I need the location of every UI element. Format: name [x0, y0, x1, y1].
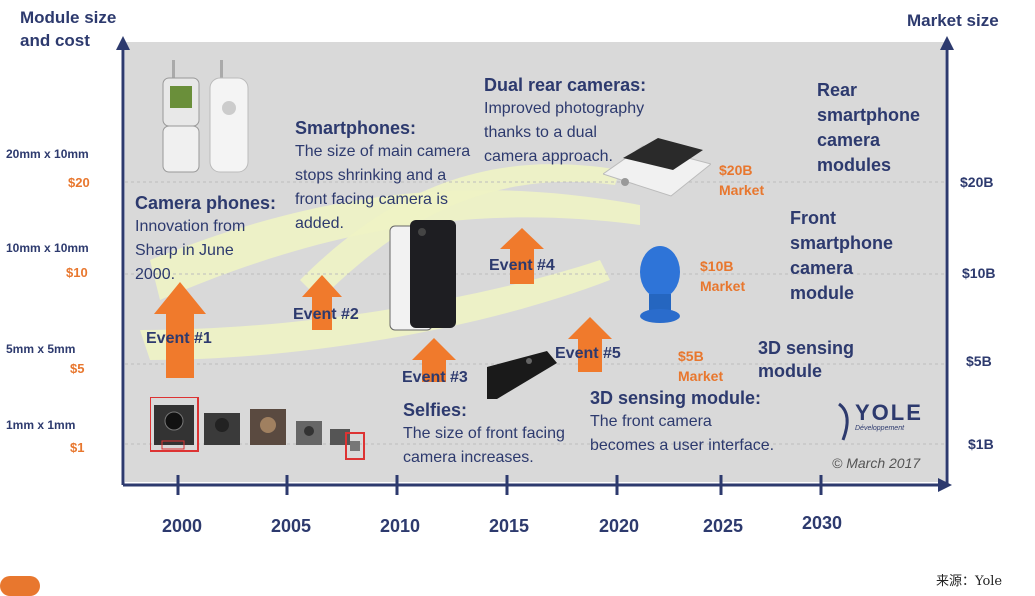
flip-phones-image — [162, 60, 249, 173]
dual-cameras-text: Dual rear cameras: Improved photography … — [484, 73, 646, 169]
3d-sensing-line: becomes a user interface. — [590, 437, 775, 454]
market-10b-label: Market — [700, 278, 746, 294]
plot-area — [125, 42, 945, 482]
market-10b-value: $10B — [700, 258, 734, 274]
front-camera-segment: Front smartphone camera module — [790, 206, 893, 306]
rear-segment-line: smartphone — [817, 105, 921, 125]
front-segment-line: camera — [790, 258, 854, 278]
year-2020: 2020 — [599, 516, 640, 536]
year-2025: 2025 — [703, 516, 744, 536]
smartphones-line: front facing camera is — [295, 191, 448, 208]
yole-swirl-icon — [838, 402, 849, 441]
camera-phones-line: Sharp in June — [135, 242, 234, 259]
cost-tick-2: $10 — [66, 265, 88, 280]
event5-arrow — [568, 317, 612, 372]
event1-arrow — [154, 282, 206, 378]
smartphones-title: Smartphones: — [295, 118, 417, 138]
yole-logo-text: YOLE — [855, 400, 923, 425]
cost-tick-3: $5 — [70, 361, 85, 376]
year-2015: 2015 — [489, 516, 530, 536]
year-2000: 2000 — [162, 516, 203, 536]
market-tick-4: $1B — [968, 436, 994, 452]
camera-phones-text: Camera phones: Innovation from Sharp in … — [135, 191, 276, 287]
front-camera-phone-image — [487, 351, 557, 399]
camera-modules-image — [150, 397, 365, 460]
camera-phones-line: 2000. — [135, 266, 176, 283]
dual-cameras-line: thanks to a dual — [484, 124, 597, 141]
rear-segment-line: modules — [817, 155, 892, 175]
left-axis-title-line2: and cost — [20, 31, 90, 50]
event3-arrow — [412, 338, 456, 382]
event4-arrow — [500, 228, 544, 284]
camera-phones-title: Camera phones: — [135, 193, 277, 213]
event-1-label: Event #1 — [146, 330, 212, 347]
market-tick-3: $5B — [966, 353, 992, 369]
size-tick-3: 5mm x 5mm — [6, 342, 76, 356]
size-tick-2: 10mm x 10mm — [6, 241, 89, 255]
rear-camera-segment: Rear smartphone camera modules — [817, 78, 920, 178]
dual-cameras-line: Improved photography — [484, 100, 645, 117]
size-tick-1: 20mm x 10mm — [6, 147, 89, 161]
copyright: © March 2017 — [832, 455, 921, 471]
rear-segment-line: Rear — [817, 80, 858, 100]
sensing-segment-line: module — [758, 361, 823, 381]
market-tick-1: $20B — [960, 174, 994, 190]
smartphones-line: added. — [295, 215, 344, 232]
front-segment-line: module — [790, 283, 855, 303]
left-axis-title: Module size and cost — [20, 6, 116, 52]
market-20b: $20B Market — [719, 160, 764, 200]
front-segment-line: smartphone — [790, 233, 894, 253]
event-4-label: Event #4 — [489, 257, 555, 274]
market-20b-value: $20B — [719, 162, 753, 178]
left-axis-title-line1: Module size — [20, 8, 117, 27]
event-2-label: Event #2 — [293, 306, 359, 323]
camera-phones-line: Innovation from — [135, 218, 246, 235]
year-2010: 2010 — [380, 516, 421, 536]
source-note: 来源：Yole — [936, 574, 1003, 589]
dual-cameras-title: Dual rear cameras: — [484, 75, 647, 95]
cost-tick-1: $20 — [68, 175, 90, 190]
smartphones-line: stops shrinking and a — [295, 167, 447, 184]
rear-segment-line: camera — [817, 130, 881, 150]
smartphones-text: Smartphones: The size of main camera sto… — [295, 116, 470, 236]
event2-arrow — [302, 275, 342, 330]
right-axis-title: Market size — [907, 11, 999, 30]
market-20b-label: Market — [719, 182, 765, 198]
year-2030: 2030 — [802, 513, 843, 533]
market-tick-2: $10B — [962, 265, 996, 281]
bottom-corner-logo — [0, 576, 40, 596]
front-segment-line: Front — [790, 208, 836, 228]
selfies-line: camera increases. — [403, 449, 534, 466]
market-5b-label: Market — [678, 368, 724, 384]
3d-sensing-segment: 3D sensing module — [758, 337, 854, 383]
3d-sensing-title: 3D sensing module: — [590, 388, 762, 408]
iphone-image — [389, 220, 456, 331]
sensing-segment-line: 3D sensing — [758, 338, 855, 358]
yole-logo-sub: Développement — [855, 425, 905, 432]
3d-face-scan-image — [640, 246, 680, 323]
year-2005: 2005 — [271, 516, 312, 536]
smartphones-line: The size of main camera — [295, 143, 471, 160]
event-3-label: Event #3 — [402, 369, 468, 386]
3d-sensing-text: 3D sensing module: The front camera beco… — [590, 386, 774, 458]
selfies-title: Selfies: — [403, 400, 468, 420]
market-5b-value: $5B — [678, 348, 704, 364]
dual-cameras-line: camera approach. — [484, 148, 613, 165]
dual-camera-phones-image — [603, 138, 711, 197]
market-5b: $5B Market — [678, 346, 723, 386]
3d-sensing-line: The front camera — [590, 413, 712, 430]
event-5-label: Event #5 — [555, 345, 621, 362]
size-tick-4: 1mm x 1mm — [6, 418, 76, 432]
selfies-text: Selfies: The size of front facing camera… — [403, 398, 565, 470]
selfies-line: The size of front facing — [403, 425, 565, 442]
market-10b: $10B Market — [700, 256, 745, 296]
cost-tick-4: $1 — [70, 440, 85, 455]
